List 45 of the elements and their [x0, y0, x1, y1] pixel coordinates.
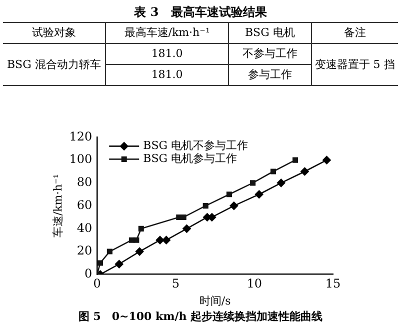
- point: [226, 192, 232, 198]
- point: [97, 260, 104, 266]
- y-tick-label: 60: [76, 198, 92, 212]
- point: [322, 156, 331, 164]
- text: 试验对象: [3, 22, 106, 44]
- point: [106, 248, 112, 254]
- point: [300, 167, 309, 176]
- text: 表 3 最高车速试验结果: [133, 4, 268, 21]
- text: 181.0: [105, 64, 229, 86]
- text: 变速器置于 5 挡: [311, 44, 398, 86]
- text: 参与工作: [228, 64, 312, 86]
- text: 备注: [311, 22, 398, 44]
- point: [138, 226, 144, 232]
- y-tick-label: 100: [69, 152, 92, 166]
- x-axis-title: 时间/s: [199, 294, 232, 308]
- point: [276, 178, 286, 188]
- text: BSG 混合动力轿车: [3, 44, 106, 86]
- point: [250, 180, 256, 186]
- point: [270, 168, 276, 174]
- legend-label: BSG 电机参与工作: [143, 152, 238, 166]
- point: [114, 260, 124, 268]
- x-tick-label: 5: [172, 276, 180, 291]
- text: 181.0: [105, 44, 229, 64]
- point: [135, 247, 144, 256]
- x-tick-label: 15: [325, 276, 341, 291]
- point: [254, 190, 264, 199]
- y-tick-label: 0: [84, 266, 92, 281]
- point: [230, 202, 238, 210]
- point: [202, 203, 208, 209]
- y-tick-label: 120: [69, 129, 92, 144]
- y-tick-label: 80: [76, 175, 92, 190]
- y-axis-title: 车速/km·h⁻¹: [51, 174, 64, 238]
- text: BSG 电机: [228, 22, 312, 44]
- text: 不参与工作: [228, 44, 312, 64]
- y-tick-label: 40: [76, 220, 92, 235]
- y-tick-label: 20: [76, 244, 92, 258]
- text: 图 5 0~100 km/h 起步连续换挡加速性能曲线: [77, 309, 324, 324]
- point: [182, 224, 191, 233]
- point: [134, 237, 140, 243]
- point: [162, 236, 170, 244]
- point: [292, 157, 298, 163]
- point: [156, 236, 164, 244]
- legend-label: BSG 电机不参与工作: [143, 139, 248, 152]
- x-tick-label: 10: [246, 276, 262, 291]
- text: 最高车速/km·h⁻¹: [105, 22, 229, 44]
